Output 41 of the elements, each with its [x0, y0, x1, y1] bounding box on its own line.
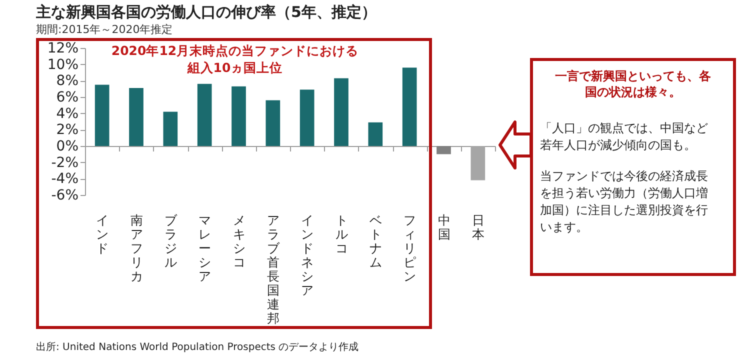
text: 当ファンドでは今後の経済成長を担う若い労働力（労働人口増加国）に注目した選別投資を行います。 [540, 168, 709, 236]
x-tick-label: ベトナム [369, 212, 382, 270]
bar [300, 90, 314, 146]
bar [94, 84, 110, 146]
y-tick-label: -2% [51, 154, 78, 171]
y-tick-label: 2% [56, 122, 78, 138]
bar [197, 84, 212, 146]
bar [129, 88, 144, 146]
y-tick-label: -4% [51, 171, 78, 188]
x-tick-label: トルコ [335, 212, 348, 256]
bar [402, 68, 417, 146]
y-tick-label: 0% [56, 138, 78, 154]
x-tick-label: 中国 [438, 212, 451, 242]
y-tick-label: 12% [47, 40, 78, 56]
x-tick-label: インドネシア [301, 212, 314, 298]
bar [470, 146, 486, 180]
y-tick-label: 8% [56, 73, 78, 90]
chart-subtitle: 期間:2015年～2020年推定 [36, 22, 173, 37]
bar [266, 100, 280, 146]
x-tick-label: インド [96, 212, 110, 256]
text: 一言で新興国といっても、各国の状況は様々。 [555, 68, 711, 100]
text: 出所: United Nations World Population Prospects のデータより作成 [36, 340, 359, 354]
bar [232, 86, 246, 146]
x-tick-label: フィリピン [404, 212, 417, 284]
x-tick-label: 南アフリカ [130, 212, 144, 284]
annotation: 2020年12月末時点の当ファンドにおける組入10ヵ国上位 [110, 42, 360, 76]
y-tick-label: 10% [47, 56, 78, 73]
y-tick-label: 4% [56, 106, 78, 122]
bar [368, 122, 383, 146]
bar [436, 146, 451, 154]
y-tick-label: 6% [56, 90, 78, 106]
x-tick-label: アラブ首長国連邦 [266, 212, 281, 326]
bar [334, 78, 348, 146]
x-tick-label: 日本 [472, 212, 485, 242]
x-tick-label: ブラジル [164, 212, 178, 270]
text: 「人口」の観点では、中国など若年人口が減少傾向の国も。 [540, 120, 709, 154]
chart-title: 主な新興国各国の労働人口の伸び率（5年、推定） [36, 3, 376, 22]
x-tick-label: マレーシア [198, 212, 212, 284]
bar [163, 112, 178, 146]
y-tick-label: -6% [51, 188, 78, 204]
x-tick-label: メキシコ [232, 212, 246, 270]
